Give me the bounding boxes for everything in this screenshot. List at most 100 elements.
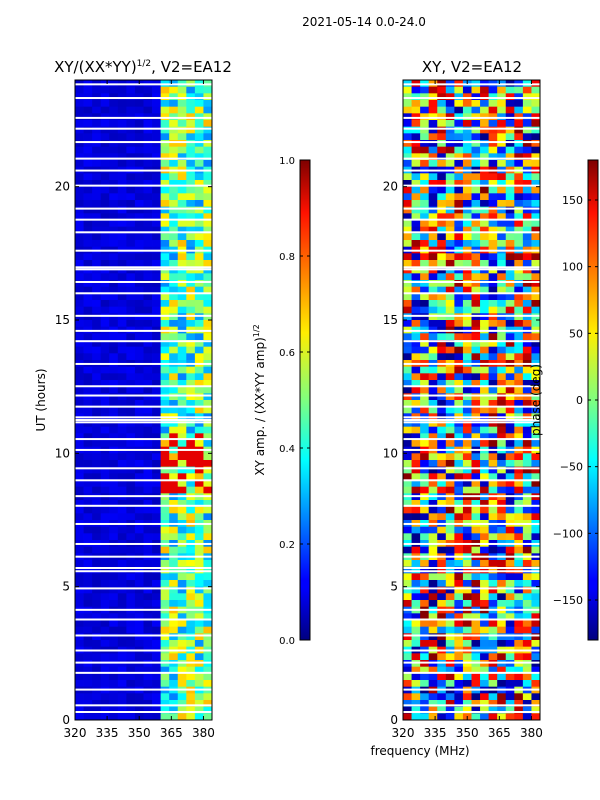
heatmap-cell (445, 680, 455, 688)
heatmap-cell (194, 180, 204, 188)
heatmap-cell (100, 380, 110, 388)
heatmap-cell (186, 713, 196, 721)
heatmap-cell (152, 480, 162, 488)
heatmap-cell (505, 353, 515, 361)
heatmap-cell (445, 620, 455, 628)
heatmap-cell (480, 680, 490, 688)
heatmap-cell (92, 666, 102, 674)
heatmap-cell (471, 340, 481, 348)
heatmap-cell (177, 306, 187, 314)
heatmap-cell (445, 240, 455, 248)
heatmap-cell (75, 173, 84, 181)
heatmap-cell (134, 693, 144, 701)
heatmap-cell (480, 286, 490, 294)
heatmap-cell (522, 500, 532, 508)
heatmap-cell (428, 566, 438, 574)
heatmap-cell (83, 433, 93, 441)
heatmap-cell (143, 233, 153, 241)
heatmap-cell (152, 146, 162, 154)
heatmap-cell (505, 600, 515, 608)
heatmap-cell (437, 100, 447, 108)
y-tick-label: 5 (62, 580, 70, 594)
heatmap-cell (203, 586, 213, 594)
heatmap-cell (514, 680, 524, 688)
heatmap-cell (403, 233, 412, 241)
heatmap-cell (152, 126, 162, 134)
heatmap-cell (420, 126, 430, 134)
time-gap-line (75, 249, 212, 252)
heatmap-cell (194, 173, 204, 181)
heatmap-cell (83, 506, 93, 514)
heatmap-cell (126, 93, 136, 101)
heatmap-cell (152, 333, 162, 341)
heatmap-cell (505, 626, 515, 634)
heatmap-cell (420, 213, 430, 221)
x-tick-label: 365 (488, 726, 511, 740)
heatmap-cell (497, 426, 507, 434)
heatmap-cell (514, 666, 524, 674)
heatmap-cell (403, 420, 412, 428)
heatmap-cell (471, 380, 481, 388)
heatmap-cell (169, 526, 179, 534)
heatmap-cell (100, 346, 110, 354)
heatmap-cell (126, 480, 136, 488)
heatmap-cell (109, 486, 119, 494)
figure-suptitle: 2021-05-14 0.0-24.0 (302, 15, 426, 29)
heatmap-cell (531, 113, 541, 121)
heatmap-cell (454, 160, 464, 168)
heatmap-cell (488, 593, 498, 601)
heatmap-cell (117, 133, 127, 141)
heatmap-cell (177, 313, 187, 321)
heatmap-cell (143, 526, 153, 534)
colorbar-tick-label: 150 (562, 194, 583, 207)
heatmap-cell (186, 353, 196, 361)
heatmap-cell (160, 626, 170, 634)
y-tick-label: 15 (383, 313, 398, 327)
heatmap-cell (203, 313, 213, 321)
heatmap-cell (169, 640, 179, 648)
heatmap-cell (75, 486, 84, 494)
heatmap-cell (445, 626, 455, 634)
heatmap-cell (428, 113, 438, 121)
heatmap-cell (169, 220, 179, 228)
heatmap-cell (194, 86, 204, 94)
heatmap-cell (177, 486, 187, 494)
heatmap-cell (411, 346, 421, 354)
time-gap-line (75, 280, 212, 283)
heatmap-cell (169, 700, 179, 708)
heatmap-cell (134, 580, 144, 588)
amplitude-ratio-ylabel: UT (hours) (34, 368, 48, 431)
heatmap-cell (134, 160, 144, 168)
time-gap-line (403, 448, 540, 451)
heatmap-cell (445, 186, 455, 194)
heatmap-cell (186, 666, 196, 674)
heatmap-cell (100, 393, 110, 401)
heatmap-cell (186, 626, 196, 634)
heatmap-cell (522, 420, 532, 428)
heatmap-cell (497, 113, 507, 121)
time-gap-line (403, 688, 540, 691)
heatmap-cell (177, 260, 187, 268)
heatmap-cell (471, 513, 481, 521)
heatmap-cell (177, 440, 187, 448)
heatmap-cell (152, 560, 162, 568)
heatmap-cell (428, 253, 438, 261)
heatmap-cell (186, 513, 196, 521)
heatmap-cell (169, 480, 179, 488)
heatmap-cell (186, 133, 196, 141)
amplitude-ratio-heatmap-image (75, 80, 213, 721)
heatmap-cell (471, 426, 481, 434)
heatmap-cell (454, 406, 464, 414)
heatmap-cell (480, 620, 490, 628)
heatmap-cell (109, 613, 119, 621)
heatmap-cell (152, 506, 162, 514)
heatmap-cell (488, 193, 498, 201)
heatmap-cell (134, 86, 144, 94)
heatmap-cell (471, 420, 481, 428)
heatmap-cell (403, 513, 412, 521)
heatmap-cell (403, 280, 412, 288)
heatmap-cell (186, 93, 196, 101)
heatmap-cell (100, 626, 110, 634)
heatmap-cell (75, 160, 84, 168)
heatmap-cell (471, 640, 481, 648)
